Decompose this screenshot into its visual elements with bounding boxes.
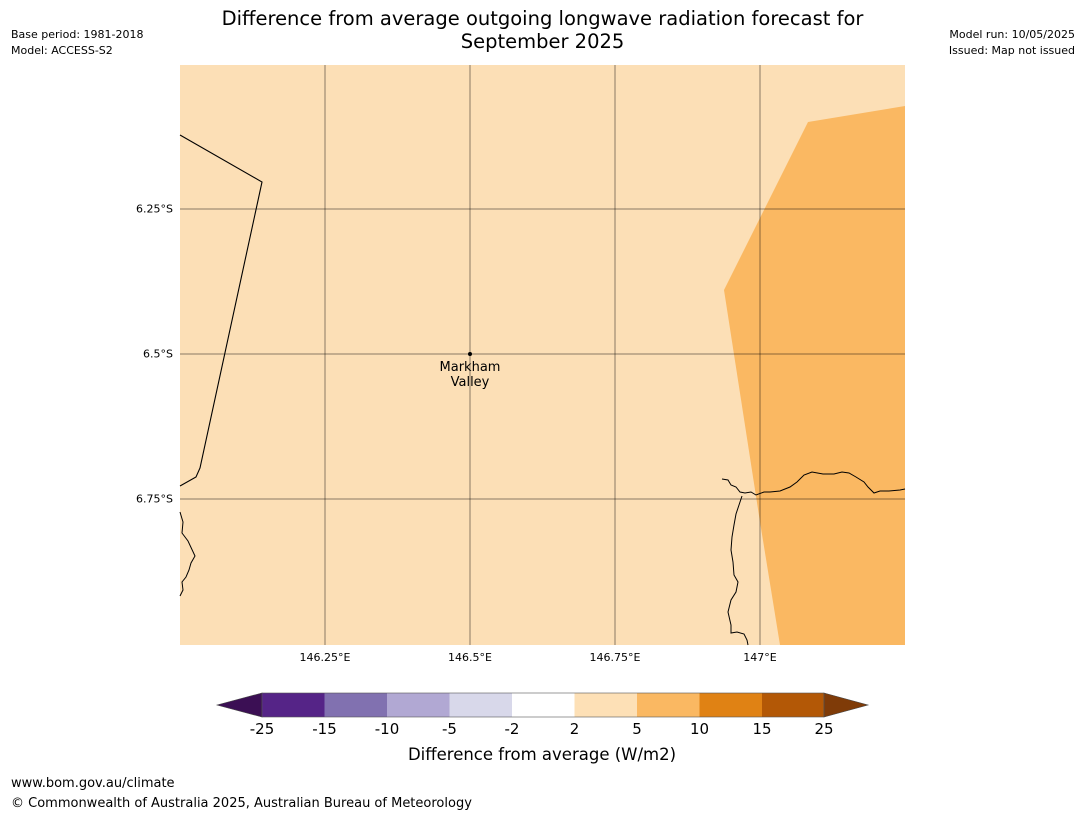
lat-label-6-25: 6.25°S xyxy=(136,202,173,216)
colorbar-outline xyxy=(261,692,825,718)
lon-label-146-25: 146.25°E xyxy=(299,651,351,664)
colorbar-tick: 2 xyxy=(569,720,580,738)
place-marker xyxy=(468,352,472,356)
colorbar-tick: 25 xyxy=(814,720,834,738)
colorbar-tick: 5 xyxy=(632,720,642,738)
lon-label-147: 147°E xyxy=(743,651,777,664)
anomaly-region-5-10 xyxy=(724,106,905,645)
model-run-text: Model run: 10/05/2025 xyxy=(949,28,1075,41)
province-border-line xyxy=(179,134,263,487)
colorbar-bin-10-15 xyxy=(699,693,762,717)
lon-label-146-75: 146.75°E xyxy=(589,651,641,664)
colorbar-tick: -25 xyxy=(249,720,275,738)
colorbar xyxy=(215,692,870,718)
colorbar-bin-15-25 xyxy=(762,693,824,717)
colorbar-extend-max xyxy=(823,692,870,718)
meta-left: Base period: 1981-2018 Model: ACCESS-S2 xyxy=(11,27,143,59)
title-line-2: September 2025 xyxy=(460,30,625,53)
colorbar-tick: -15 xyxy=(312,720,337,738)
lat-label-6-75: 6.75°S xyxy=(136,492,173,506)
river-line xyxy=(727,495,749,646)
lon-label-146-5: 146.5°E xyxy=(448,651,492,664)
meta-right: Model run: 10/05/2025 Issued: Map not is… xyxy=(949,27,1075,59)
map-title: Difference from average outgoing longwav… xyxy=(180,7,905,53)
website-link[interactable]: www.bom.gov.au/climate xyxy=(11,776,175,791)
issued-text: Issued: Map not issued xyxy=(948,44,1075,57)
colorbar-bin-2-5 xyxy=(574,693,637,717)
base-period-text: Base period: 1981-2018 xyxy=(11,28,144,41)
place-label-line-2: Valley xyxy=(450,375,490,390)
colorbar-bin-neg5-neg2 xyxy=(449,693,512,717)
colorbar-bin-neg15-neg10 xyxy=(324,693,387,717)
coastline-right xyxy=(721,471,906,496)
place-label-line-1: Markham xyxy=(439,360,501,375)
colorbar-tick: -5 xyxy=(442,720,457,738)
title-line-1: Difference from average outgoing longwav… xyxy=(221,7,864,30)
colorbar-bin-neg25-neg15 xyxy=(262,693,325,717)
colorbar-label: Difference from average (W/m2) xyxy=(407,745,677,764)
colorbar-tick: -10 xyxy=(374,720,400,738)
coastline-left xyxy=(179,511,196,597)
place-label: Markham Valley xyxy=(440,360,501,390)
colorbar-tick: 10 xyxy=(689,720,710,738)
colorbar-bin-neg10-neg5 xyxy=(387,693,450,717)
model-text: Model: ACCESS-S2 xyxy=(11,44,113,57)
colorbar-bin-neg2-2 xyxy=(512,693,575,717)
colorbar-bin-5-10 xyxy=(637,693,700,717)
colorbar-extend-min xyxy=(215,692,263,718)
colorbar-tick: 15 xyxy=(752,720,772,738)
lat-label-6-5: 6.5°S xyxy=(143,347,173,361)
colorbar-tick: -2 xyxy=(504,720,520,738)
copyright-text: © Commonwealth of Australia 2025, Austra… xyxy=(11,796,472,811)
